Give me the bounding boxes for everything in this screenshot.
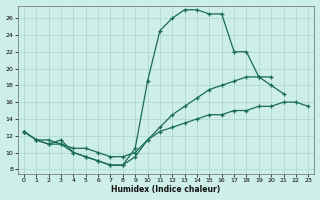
X-axis label: Humidex (Indice chaleur): Humidex (Indice chaleur): [111, 185, 221, 194]
